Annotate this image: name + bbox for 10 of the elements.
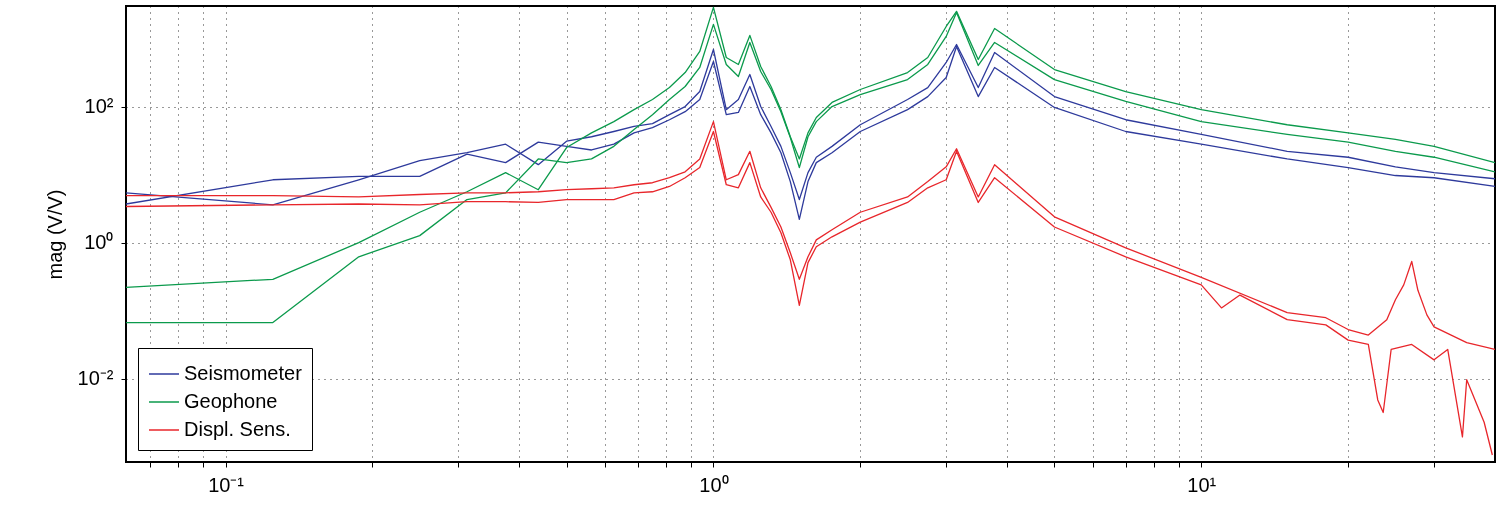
x-tick-label: 10¹ xyxy=(1187,473,1217,496)
legend-label: Seismometer xyxy=(184,362,303,384)
y-tick-label: 10⁰ xyxy=(84,231,114,254)
y-axis-title: mag (V/V) xyxy=(43,189,66,280)
x-tick-label: 10⁰ xyxy=(699,473,729,496)
legend-label: Displ. Sens. xyxy=(184,418,291,440)
y-tick-label: 10² xyxy=(84,95,114,118)
legend-label: Geophone xyxy=(184,390,278,412)
x-tick-label: 10⁻¹ xyxy=(208,473,245,496)
y-tick-label: 10⁻² xyxy=(77,367,114,390)
